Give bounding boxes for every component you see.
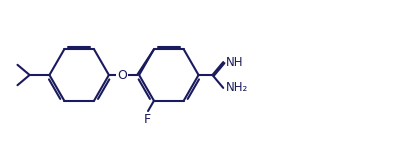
Text: O: O <box>117 69 126 81</box>
Text: NH₂: NH₂ <box>226 81 248 94</box>
Text: NH: NH <box>226 56 243 69</box>
Text: F: F <box>143 113 150 126</box>
